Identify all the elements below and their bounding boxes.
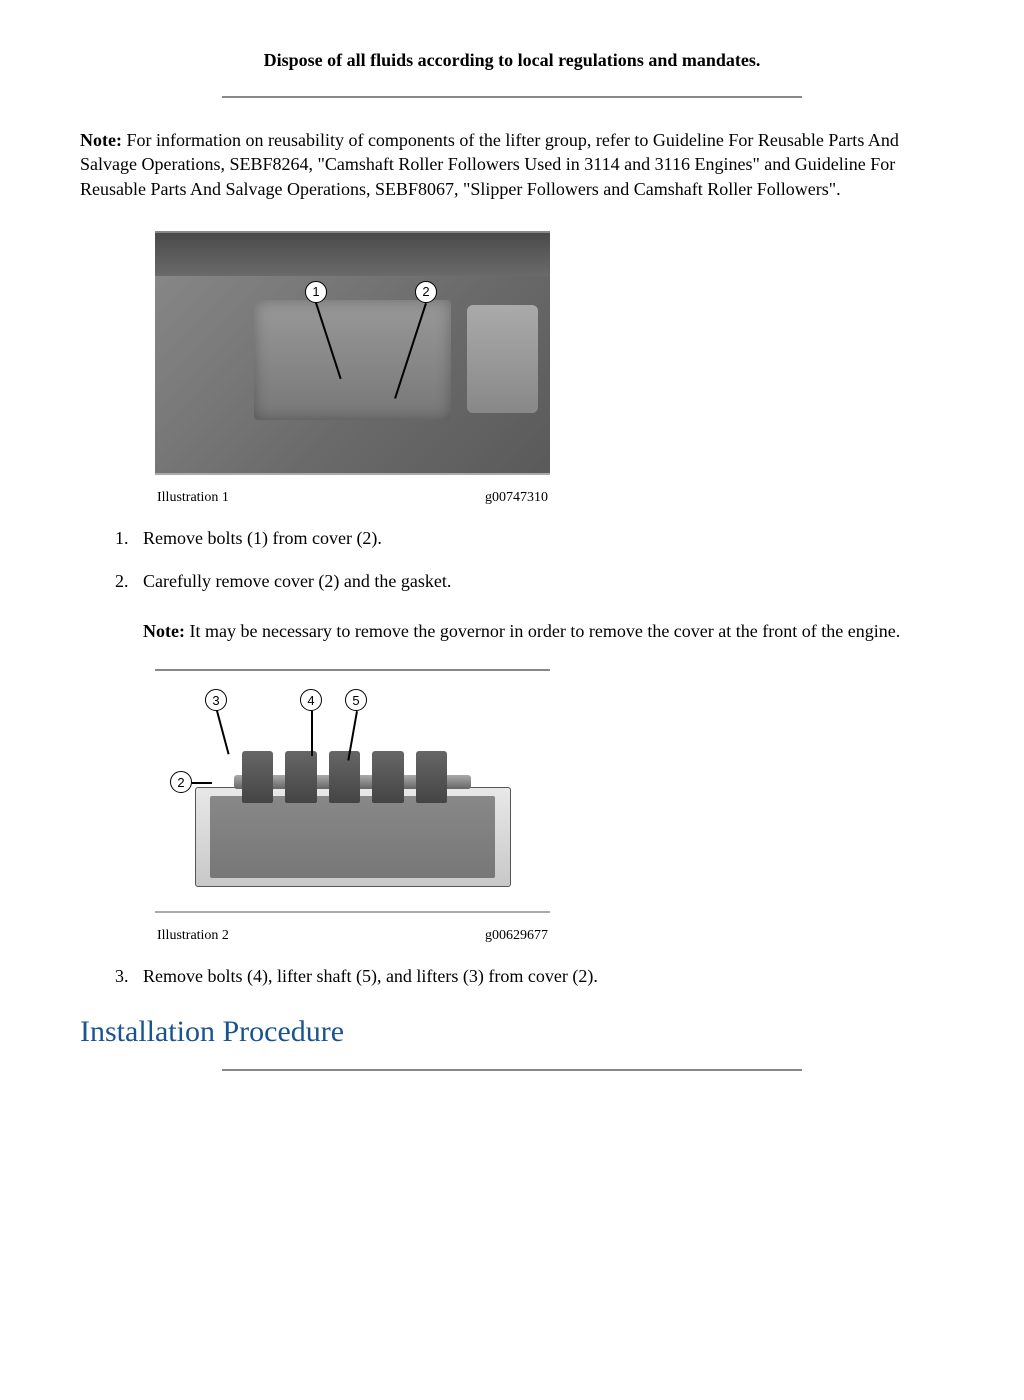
installation-heading: Installation Procedure xyxy=(80,1015,944,1049)
divider-section xyxy=(222,1069,802,1071)
illustration-1-id: g00747310 xyxy=(485,490,548,506)
step-3-number: 3. xyxy=(115,964,129,989)
step-2: 2. Carefully remove cover (2) and the ga… xyxy=(115,569,944,594)
main-note-paragraph: Note: For information on reusability of … xyxy=(80,128,944,201)
steps-list-1: 1. Remove bolts (1) from cover (2). 2. C… xyxy=(115,526,944,594)
illustration-1-block: 1 2 Illustration 1 g00747310 xyxy=(155,231,550,506)
note-text: For information on reusability of compon… xyxy=(80,130,899,199)
callout-1: 1 xyxy=(305,281,327,303)
note-label: Note: xyxy=(80,130,122,150)
step-2-number: 2. xyxy=(115,569,129,594)
divider-top xyxy=(222,96,802,98)
illustration-2-bottom-rule xyxy=(155,911,550,913)
step-1-number: 1. xyxy=(115,526,129,551)
illustration-2-label: Illustration 2 xyxy=(157,928,229,944)
illustration-2-image: 3 4 5 2 xyxy=(155,671,550,911)
warning-heading: Dispose of all fluids according to local… xyxy=(80,50,944,71)
callout-2: 2 xyxy=(415,281,437,303)
illustration-2-id: g00629677 xyxy=(485,928,548,944)
illustration-2-block: 3 4 5 2 Illustration 2 g00629677 xyxy=(155,669,550,944)
illustration-1-label: Illustration 1 xyxy=(157,490,229,506)
step-1: 1. Remove bolts (1) from cover (2). xyxy=(115,526,944,551)
sub-note-label: Note: xyxy=(143,621,185,641)
step-3: 3. Remove bolts (4), lifter shaft (5), a… xyxy=(115,964,944,989)
step-3-text: Remove bolts (4), lifter shaft (5), and … xyxy=(143,966,598,986)
illustration-1-image: 1 2 xyxy=(155,233,550,473)
step-2-text: Carefully remove cover (2) and the gaske… xyxy=(143,571,451,591)
illustration-1-caption: Illustration 1 g00747310 xyxy=(155,490,550,506)
sub-note-text: It may be necessary to remove the govern… xyxy=(185,621,900,641)
illustration-2-caption: Illustration 2 g00629677 xyxy=(155,928,550,944)
step-1-text: Remove bolts (1) from cover (2). xyxy=(143,528,382,548)
illustration-1-bottom-rule xyxy=(155,473,550,475)
steps-list-2: 3. Remove bolts (4), lifter shaft (5), a… xyxy=(115,964,944,989)
sub-note-paragraph: Note: It may be necessary to remove the … xyxy=(143,619,924,644)
